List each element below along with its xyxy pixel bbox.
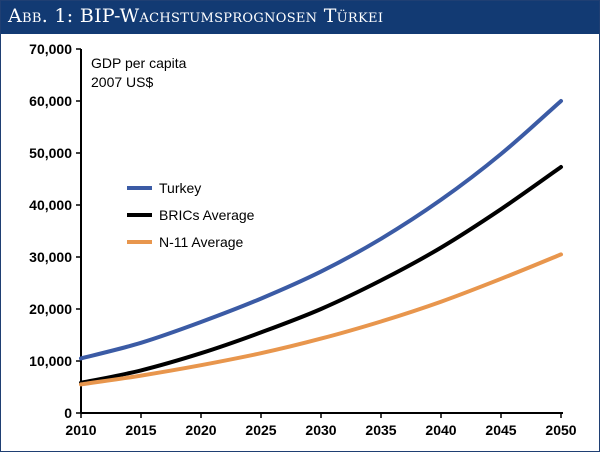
- y-tick-label: 20,000: [29, 301, 72, 317]
- series-line-brics-average: [79, 165, 563, 385]
- legend: Turkey BRICs Average N-11 Average: [127, 180, 255, 250]
- y-tick-label: 50,000: [29, 145, 72, 161]
- legend-label: Turkey: [159, 180, 201, 196]
- y-tick-label: 40,000: [29, 197, 72, 213]
- series-line-turkey: [79, 99, 563, 361]
- legend-label: BRICs Average: [159, 207, 255, 223]
- chart-title: Abb. 1: BIP-Wachstumsprognosen Türkei: [8, 5, 383, 27]
- x-tick-label: 2050: [545, 422, 576, 438]
- x-tick-label: 2015: [125, 422, 156, 438]
- y-axis-unit: 2007 US$: [91, 74, 153, 90]
- y-tick-label: 60,000: [29, 93, 72, 109]
- y-axis-ticks: 0 10,000 20,000 30,000 40,000 50,000 60,000 70,…: [29, 41, 81, 421]
- legend-label: N-11 Average: [159, 234, 244, 250]
- chart-title-text: Abb. 1: BIP-Wachstumsprognosen Türkei: [8, 5, 384, 27]
- y-tick-label: 0: [64, 405, 72, 421]
- y-tick-label: 70,000: [29, 41, 72, 57]
- x-tick-label: 2030: [305, 422, 336, 438]
- x-tick-label: 2025: [245, 422, 276, 438]
- y-tick-label: 10,000: [29, 353, 72, 369]
- x-tick-label: 2010: [65, 422, 96, 438]
- x-axis-ticks: 2010 2015 2020 2025 2030 2035 2040 2045 2050: [65, 413, 577, 438]
- title-bar: Abb. 1: BIP-Wachstumsprognosen Türkei: [1, 1, 599, 34]
- x-tick-label: 2040: [425, 422, 456, 438]
- x-tick-label: 2020: [185, 422, 216, 438]
- y-axis-label: GDP per capita: [91, 55, 187, 71]
- x-tick-label: 2045: [485, 422, 516, 438]
- y-tick-label: 30,000: [29, 249, 72, 265]
- series-line-n-11-average: [79, 252, 563, 387]
- x-tick-label: 2035: [365, 422, 396, 438]
- series-lines: [79, 99, 563, 387]
